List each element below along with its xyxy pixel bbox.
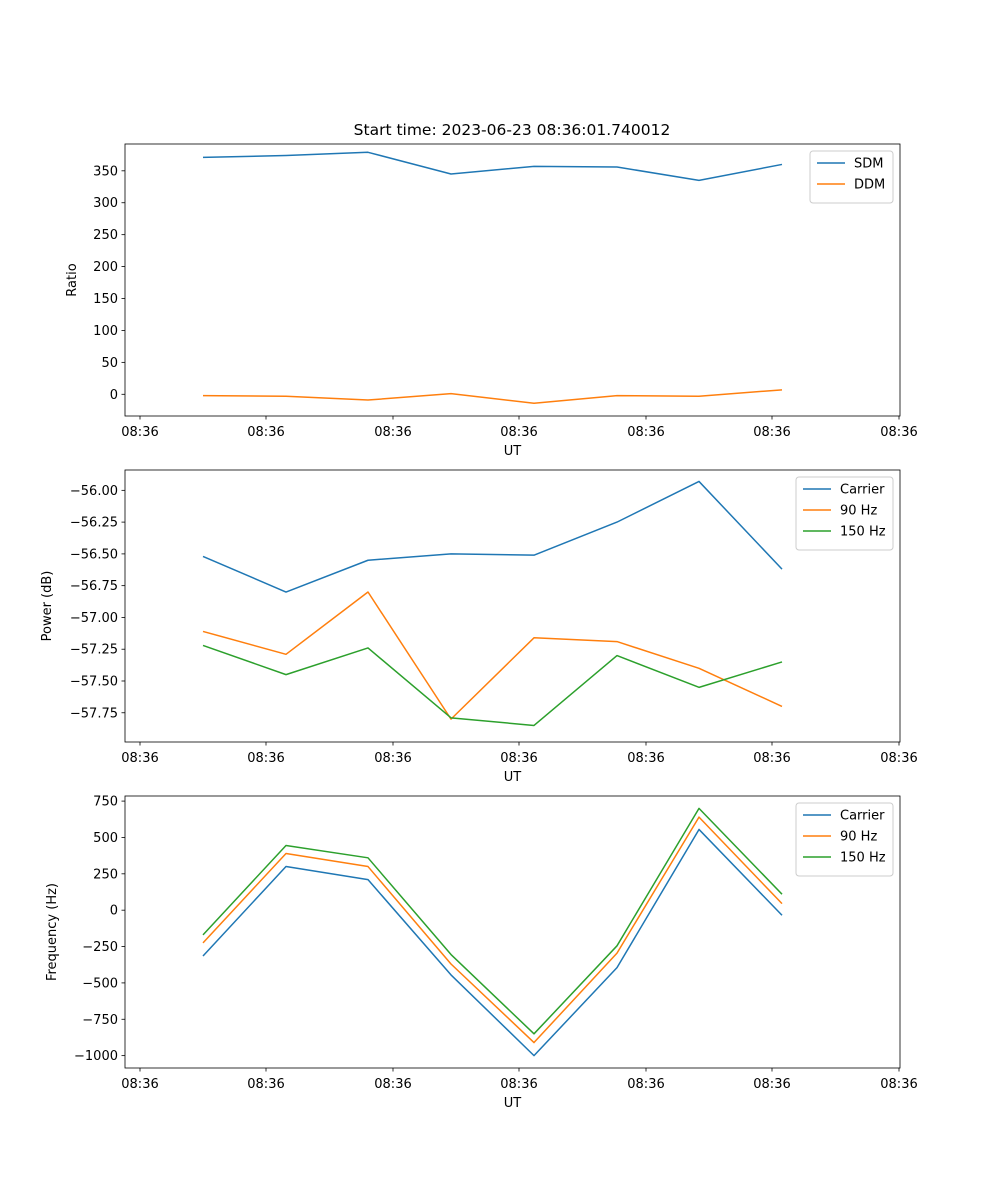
series-line-150-hz (202, 644, 783, 727)
legend-label: 90 Hz (840, 504, 877, 519)
x-tick-label: 08:36 (753, 1077, 790, 1092)
y-tick-label: −57.75 (70, 706, 118, 721)
x-tick-label: 08:36 (247, 425, 284, 440)
x-axis-label: UT (504, 1096, 522, 1111)
x-tick-label: 08:36 (880, 1077, 917, 1092)
plot-frame (124, 143, 901, 417)
x-tick-label: 08:36 (753, 425, 790, 440)
y-tick-label: −56.00 (70, 484, 118, 499)
x-axis-label: UT (504, 770, 522, 785)
y-tick-label: 150 (93, 292, 118, 307)
y-tick-label: 750 (93, 795, 118, 810)
x-tick-label: 08:36 (374, 1077, 411, 1092)
x-tick-label: 08:36 (627, 1077, 664, 1092)
y-tick-label: 350 (93, 164, 118, 179)
x-axis-label: UT (504, 444, 522, 459)
y-tick-label: −500 (82, 976, 118, 991)
chart-panel-3: −1000 −750 −500 −250 0 250 500 750 08:36 08:36 08:… (45, 795, 918, 1111)
x-tick-label: 08:36 (880, 751, 917, 766)
x-tick-label: 08:36 (247, 1077, 284, 1092)
y-tick-label: −57.00 (70, 611, 118, 626)
legend-label: 150 Hz (840, 525, 886, 540)
y-tick-label: −1000 (74, 1049, 118, 1064)
y-tick-label: −750 (82, 1013, 118, 1028)
legend-label: 90 Hz (840, 830, 877, 845)
y-tick-label: 100 (93, 324, 118, 339)
legend-label: Carrier (840, 483, 885, 498)
y-axis-label: Ratio (65, 263, 80, 296)
x-tick-label: 08:36 (121, 751, 158, 766)
y-axis-label: Frequency (Hz) (45, 883, 60, 981)
x-tick-label: 08:36 (121, 425, 158, 440)
legend-label: 150 Hz (840, 851, 886, 866)
y-tick-label: 50 (101, 356, 118, 371)
legend-box (809, 150, 894, 204)
legend: Carrier 90 Hz 150 Hz (795, 476, 894, 551)
series-line-150-hz (202, 807, 783, 1035)
series-line-carrier (202, 828, 783, 1057)
y-tick-label: −250 (82, 940, 118, 955)
series-line-90-hz (202, 591, 783, 720)
y-tick-label: 300 (93, 196, 118, 211)
y-tick-label: −57.50 (70, 674, 118, 689)
series-line-ddm (202, 389, 783, 404)
y-tick-label: 200 (93, 260, 118, 275)
chart-panel-2: −57.75 −57.50 −57.25 −57.00 −56.75 −56.50 −56.… (40, 469, 918, 785)
y-tick-label: −56.25 (70, 516, 118, 531)
y-tick-label: 0 (110, 388, 118, 403)
plot-frame (124, 469, 901, 743)
y-tick-label: 250 (93, 867, 118, 882)
chart-panel-1: 0 50 100 150 200 250 300 350 08:36 08:36 08:36 08:3… (65, 143, 918, 459)
legend-label: DDM (854, 178, 885, 193)
legend-label: SDM (854, 157, 883, 172)
series-line-sdm (202, 151, 783, 182)
figure-title: Start time: 2023-06-23 08:36:01.740012 (354, 121, 671, 139)
x-tick-label: 08:36 (247, 751, 284, 766)
x-tick-label: 08:36 (374, 425, 411, 440)
legend-label: Carrier (840, 809, 885, 824)
x-tick-label: 08:36 (627, 425, 664, 440)
x-tick-label: 08:36 (753, 751, 790, 766)
y-tick-label: −56.75 (70, 579, 118, 594)
series-line-90-hz (202, 816, 783, 1044)
y-tick-label: −57.25 (70, 643, 118, 658)
x-tick-label: 08:36 (500, 425, 537, 440)
legend: Carrier 90 Hz 150 Hz (795, 802, 894, 877)
x-tick-label: 08:36 (374, 751, 411, 766)
plot-frame (124, 795, 901, 1069)
y-tick-label: 500 (93, 831, 118, 846)
x-tick-label: 08:36 (627, 751, 664, 766)
y-tick-label: 250 (93, 228, 118, 243)
series-line-carrier (202, 480, 783, 593)
x-tick-label: 08:36 (880, 425, 917, 440)
y-tick-label: 0 (110, 904, 118, 919)
x-tick-label: 08:36 (500, 751, 537, 766)
legend: SDM DDM (809, 150, 894, 204)
x-tick-label: 08:36 (121, 1077, 158, 1092)
y-tick-label: −56.50 (70, 547, 118, 562)
y-axis-label: Power (dB) (40, 571, 55, 642)
x-tick-label: 08:36 (500, 1077, 537, 1092)
